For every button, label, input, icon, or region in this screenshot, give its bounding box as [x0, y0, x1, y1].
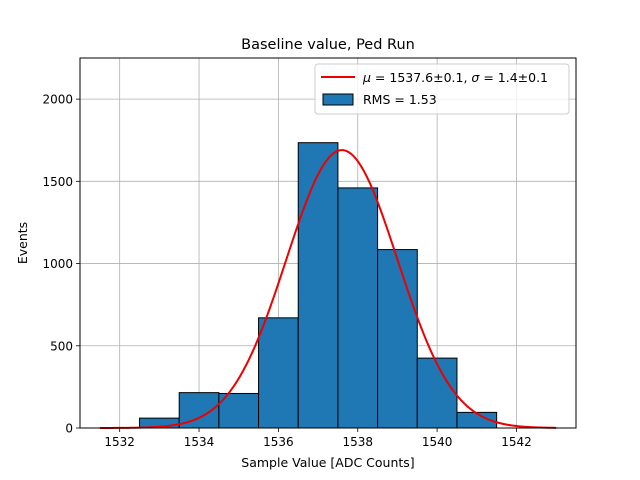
y-tick-label: 0 — [65, 422, 73, 436]
legend-histogram-swatch — [322, 93, 354, 106]
legend: μ = 1537.6±0.1, σ = 1.4±0.1 RMS = 1.53 — [314, 63, 570, 115]
legend-histogram-label: RMS = 1.53 — [363, 92, 437, 107]
chart-title: Baseline value, Ped Run — [241, 37, 415, 53]
legend-fit-label: μ = 1537.6±0.1, σ = 1.4±0.1 — [362, 70, 548, 85]
x-tick-label: 1542 — [501, 435, 532, 449]
y-tick-label: 1500 — [42, 175, 73, 189]
histogram-bar — [297, 142, 339, 429]
legend-sigma-symbol: σ — [471, 70, 480, 85]
histogram-bar — [258, 317, 299, 429]
legend-mu-symbol: μ — [362, 70, 371, 85]
x-axis-label: Sample Value [ADC Counts] — [241, 455, 414, 470]
legend-box — [314, 63, 570, 115]
gaussian-fit-curve — [99, 149, 557, 429]
histogram-bar — [377, 249, 418, 429]
x-tick-label: 1536 — [263, 435, 294, 449]
x-tick-label: 1532 — [104, 435, 135, 449]
legend-fit-sigma-value: = 1.4±0.1 — [479, 70, 548, 85]
y-axis-ticks: 0 500 1000 1500 2000 — [42, 93, 80, 436]
y-tick-label: 500 — [50, 339, 73, 353]
x-axis-ticks: 1532 1534 1536 1538 1540 1542 — [104, 428, 532, 449]
plot-frame — [79, 57, 577, 429]
x-tick-label: 1534 — [184, 435, 215, 449]
histogram-bar — [416, 357, 458, 429]
x-tick-label: 1538 — [342, 435, 373, 449]
histogram-bars — [139, 142, 498, 429]
x-tick-label: 1540 — [422, 435, 453, 449]
histogram-bar — [337, 187, 379, 429]
y-tick-label: 1000 — [42, 257, 73, 271]
y-axis-label: Events — [15, 222, 30, 264]
legend-fit-mu-value: = 1537.6±0.1, — [371, 70, 471, 85]
y-tick-label: 2000 — [42, 93, 73, 107]
